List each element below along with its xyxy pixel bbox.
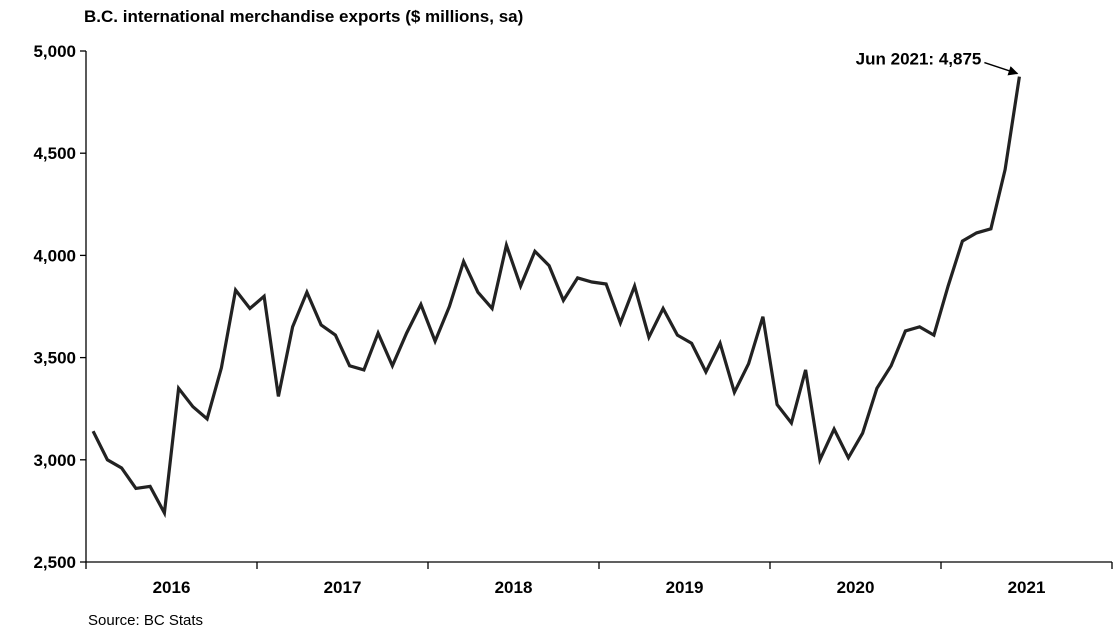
y-tick-label: 2,500 [33, 553, 76, 572]
y-tick-label: 3,000 [33, 451, 76, 470]
x-tick-label: 2017 [324, 578, 362, 597]
annotation-label: Jun 2021: 4,875 [856, 50, 982, 69]
x-axis: 2016 2017 2018 2019 2020 2021 [85, 561, 1113, 597]
y-tick-label: 5,000 [33, 42, 76, 61]
annotation-arrow [984, 61, 1019, 76]
source-note: Source: BC Stats [88, 612, 204, 629]
x-tick-label: 2016 [153, 578, 191, 597]
y-tick-label: 4,000 [33, 246, 76, 265]
y-tick-label: 3,500 [33, 349, 76, 368]
annotation: Jun 2021: 4,875 [856, 50, 1019, 76]
series-line [91, 76, 1021, 519]
chart-title: B.C. international merchandise exports (… [84, 7, 524, 26]
y-axis: 2,500 3,000 3,500 4,000 4,500 5,000 [33, 42, 87, 572]
series-layer [91, 76, 1021, 519]
x-tick-label: 2020 [837, 578, 875, 597]
y-tick-label: 4,500 [33, 144, 76, 163]
x-tick-label: 2018 [495, 578, 533, 597]
x-tick-label: 2019 [666, 578, 704, 597]
x-tick-label: 2021 [1008, 578, 1046, 597]
